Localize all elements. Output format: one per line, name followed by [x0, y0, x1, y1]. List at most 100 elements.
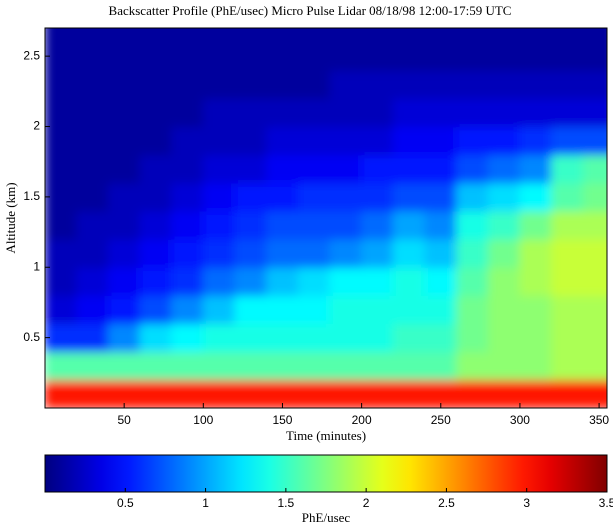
heat-cell — [456, 154, 489, 184]
heat-cell — [297, 294, 331, 325]
heat-cell — [266, 69, 299, 99]
heat-cell — [424, 154, 458, 184]
heat-cell — [329, 41, 363, 71]
heat-cell — [424, 41, 458, 71]
heat-cell — [519, 126, 553, 156]
heat-cell — [107, 294, 141, 325]
colorbar-tick-label: 3.5 — [599, 496, 613, 510]
colorbar-tick-label: 1.5 — [278, 496, 295, 510]
heat-cell — [266, 126, 299, 156]
y-tick-label: 2 — [33, 119, 40, 133]
heat-cell — [139, 294, 173, 325]
heat-cell — [171, 154, 204, 184]
x-tick-label: 100 — [193, 413, 213, 427]
heat-cell — [392, 210, 426, 240]
heat-cell — [234, 210, 268, 240]
heat-cell — [329, 210, 363, 240]
heat-cell — [76, 126, 109, 156]
heat-cell — [266, 97, 299, 128]
heat-cell — [202, 126, 236, 156]
heat-cell — [297, 182, 331, 212]
heat-cell — [456, 323, 489, 353]
heat-cell — [392, 28, 426, 43]
heat-cell — [297, 323, 331, 353]
heat-cell — [234, 126, 268, 156]
heat-cell — [582, 323, 607, 353]
heat-cell — [329, 379, 363, 408]
heat-cell — [234, 294, 268, 325]
heat-cell — [202, 154, 236, 184]
heat-cell — [329, 294, 363, 325]
y-tick-label: 1.5 — [23, 189, 40, 203]
heatmap — [45, 28, 607, 408]
heat-cell — [171, 41, 204, 71]
heat-cell — [456, 238, 489, 268]
heat-cell — [487, 97, 521, 128]
heat-cell — [519, 182, 553, 212]
heat-cell — [107, 182, 141, 212]
heat-cell — [266, 266, 299, 296]
heat-cell — [329, 69, 363, 99]
heat-cell — [424, 97, 458, 128]
heat-cell — [424, 28, 458, 43]
heat-cell — [329, 28, 363, 43]
heat-cell — [171, 266, 204, 296]
heat-cell — [76, 41, 109, 71]
heat-cell — [551, 266, 584, 296]
heat-cell — [139, 28, 173, 43]
heat-cell — [392, 323, 426, 353]
heat-cell — [487, 28, 521, 43]
heat-cell — [582, 182, 607, 212]
heat-cell — [266, 294, 299, 325]
x-axis-label: Time (minutes) — [286, 428, 366, 443]
heat-cell — [45, 126, 78, 156]
heat-cell — [487, 69, 521, 99]
heat-cell — [551, 126, 584, 156]
x-tick-label: 200 — [352, 413, 372, 427]
heat-cell — [234, 28, 268, 43]
heat-cell — [519, 379, 553, 408]
heat-cell — [329, 97, 363, 128]
x-tick-label: 300 — [510, 413, 530, 427]
heat-cell — [361, 28, 394, 43]
heat-cell — [487, 154, 521, 184]
heat-cell — [487, 210, 521, 240]
heat-cell — [424, 69, 458, 99]
heat-cell — [45, 28, 78, 43]
heat-cell — [45, 351, 78, 381]
heat-cell — [456, 294, 489, 325]
heat-cell — [551, 97, 584, 128]
heat-cell — [171, 210, 204, 240]
heat-cell — [456, 351, 489, 381]
heat-cell — [487, 41, 521, 71]
heat-cell — [456, 126, 489, 156]
heat-cell — [456, 210, 489, 240]
heat-cell — [329, 154, 363, 184]
heat-cell — [456, 41, 489, 71]
heat-cell — [171, 126, 204, 156]
heat-cell — [424, 323, 458, 353]
heat-cell — [45, 238, 78, 268]
x-tick-label: 250 — [431, 413, 451, 427]
heat-cell — [107, 154, 141, 184]
heat-cell — [234, 379, 268, 408]
heat-cell — [487, 266, 521, 296]
heat-cell — [139, 266, 173, 296]
heat-cell — [202, 294, 236, 325]
heat-cell — [519, 28, 553, 43]
heat-cell — [519, 97, 553, 128]
heat-cell — [297, 69, 331, 99]
heat-cell — [45, 182, 78, 212]
heat-cell — [234, 351, 268, 381]
heat-cell — [171, 69, 204, 99]
x-tick-label: 50 — [117, 413, 131, 427]
heat-cell — [76, 323, 109, 353]
heat-cell — [392, 69, 426, 99]
heat-cell — [107, 266, 141, 296]
heat-cell — [392, 238, 426, 268]
heat-cell — [392, 97, 426, 128]
heat-cell — [361, 379, 394, 408]
heat-cell — [202, 323, 236, 353]
heat-cell — [76, 154, 109, 184]
